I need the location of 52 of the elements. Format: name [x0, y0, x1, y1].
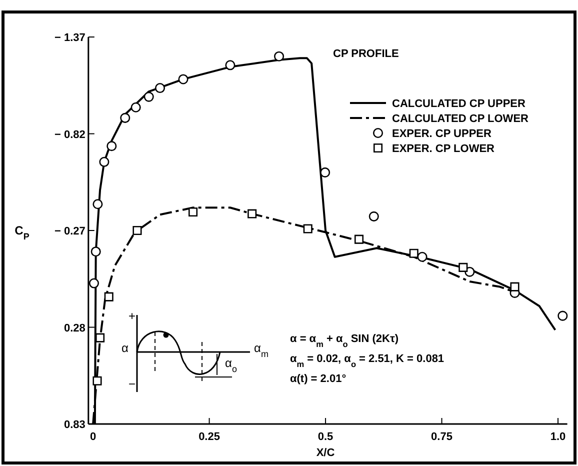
y-tick-label: − 0.27 — [54, 226, 86, 238]
point — [303, 224, 312, 234]
legend-label: CALCULATED CP UPPER — [392, 98, 526, 110]
legend-label: EXPER. CP LOWER — [392, 143, 495, 155]
point — [178, 74, 188, 84]
point — [458, 262, 468, 272]
x-tick-label: 0 — [90, 431, 96, 443]
point — [120, 112, 130, 123]
point — [368, 211, 379, 222]
y-axis-title: C$_{P}$ — [14, 224, 30, 242]
point — [130, 102, 141, 112]
annotation: α$_{m}$ — [254, 341, 268, 359]
x-tick-label: 1.0 — [550, 431, 566, 443]
point — [96, 333, 105, 342]
x-tick-label: 0.75 — [431, 431, 452, 443]
point — [144, 92, 154, 102]
annotation: α = α$_{m}$ + α$_{o}$ SIN (2Kτ) — [290, 333, 399, 348]
annotation: + — [128, 309, 136, 323]
point — [99, 156, 110, 167]
point — [274, 51, 284, 62]
annotation: α$_{m}$ = 0.02, α$_{o}$ = 2.51, K = 0.081 — [290, 353, 444, 368]
point — [409, 248, 418, 258]
annotation: α$_{o}$ — [225, 356, 237, 374]
point — [354, 234, 364, 244]
point — [510, 282, 520, 292]
legend-label: CALCULATED CP LOWER — [392, 113, 529, 125]
y-tick-label: − 0.82 — [54, 128, 86, 141]
x-axis-title: X/C — [316, 447, 335, 459]
text: CP PROFILE — [333, 48, 399, 60]
point — [558, 310, 568, 321]
point — [132, 226, 142, 236]
annotation: α(t) = 2.01° — [290, 373, 346, 385]
point — [225, 60, 236, 70]
annotation: α — [122, 341, 129, 355]
point — [188, 208, 198, 217]
point — [106, 141, 117, 152]
x-tick-label: 0.25 — [198, 431, 220, 443]
point — [88, 278, 99, 288]
point — [90, 246, 101, 257]
legend-label: EXPER. CP UPPER — [392, 128, 492, 140]
x-tick-label: 0.5 — [318, 431, 334, 443]
annotation: − — [128, 377, 136, 391]
point — [248, 209, 257, 218]
y-tick-label: − 1.37 — [54, 32, 86, 44]
y-tick-label: 0.28 — [64, 322, 86, 334]
point — [104, 292, 114, 302]
point — [154, 83, 166, 94]
y-tick-label: 0.83 — [64, 419, 86, 431]
point — [92, 199, 103, 210]
point — [320, 167, 330, 178]
point — [92, 376, 102, 386]
point — [417, 252, 428, 262]
